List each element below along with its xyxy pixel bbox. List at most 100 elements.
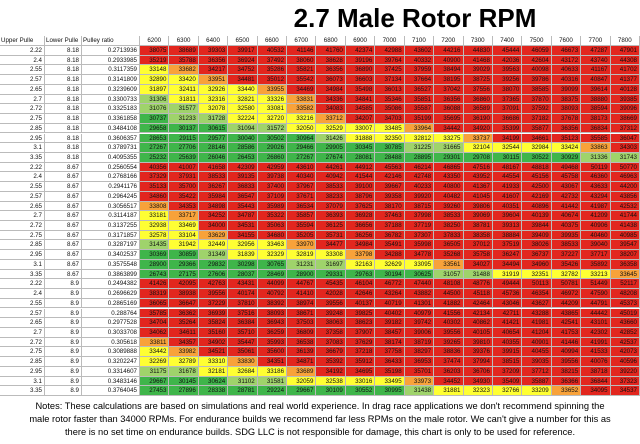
- rpm-cell: 30552: [345, 386, 376, 396]
- rpm-cell: 39265: [434, 337, 464, 348]
- rpm-cell: 31076: [140, 104, 170, 115]
- pulley-ratio: 0.3137255: [82, 221, 140, 231]
- rpm-cell: 36647: [169, 298, 199, 309]
- rpm-cell: 39040: [581, 240, 611, 251]
- rpm-cell: 39935: [551, 230, 582, 241]
- rpm-cell: 34984: [345, 240, 376, 251]
- rpm-cell: 34095: [581, 386, 611, 396]
- rpm-cell: 32351: [522, 269, 552, 280]
- rpm-cell: 37503: [287, 318, 317, 328]
- rpm-cell: 41882: [434, 298, 464, 309]
- rpm-cell: 42134: [463, 308, 493, 319]
- rpm-cell: 28488: [375, 152, 405, 163]
- rpm-cell: 42646: [345, 289, 376, 299]
- rpm-cell: 34585: [345, 104, 376, 115]
- rpm-header: 6300: [169, 36, 199, 46]
- rpm-cell: 26860: [257, 152, 288, 163]
- rpm-cell: 50113: [522, 279, 552, 290]
- upper-pulley: 2.75: [0, 114, 45, 124]
- rpm-cell: 41007: [169, 162, 199, 173]
- rpm-cell: 40098: [522, 65, 552, 76]
- rpm-cell: 33712: [316, 114, 346, 124]
- lower-pulley: 8.18: [45, 143, 82, 153]
- rpm-cell: 48208: [610, 289, 640, 299]
- rpm-cell: 40994: [551, 347, 582, 358]
- rpm-cell: 31102: [228, 376, 258, 387]
- rpm-cell: 43172: [551, 55, 582, 66]
- rpm-cell: 48818: [522, 162, 552, 173]
- rpm-cell: 34353: [169, 201, 199, 212]
- rpm-cell: 35785: [140, 308, 170, 319]
- rpm-cell: 38494: [434, 65, 464, 76]
- rpm-header: 7500: [522, 36, 552, 46]
- rpm-cell: 38358: [463, 230, 493, 241]
- rpm-cell: 29466: [287, 143, 317, 153]
- lower-pulley: 8.67: [45, 269, 82, 280]
- rpm-cell: 32956: [228, 240, 258, 251]
- rpm-cell: 43856: [610, 191, 640, 202]
- rpm-cell: 35447: [228, 337, 258, 348]
- rpm-cell: 33442: [140, 347, 170, 358]
- upper-pulley: 3.1: [0, 143, 45, 153]
- lower-pulley: 8.67: [45, 172, 82, 183]
- rpm-cell: 37678: [551, 114, 582, 124]
- rpm-cell: 35701: [404, 366, 435, 377]
- rpm-cell: 35198: [375, 366, 405, 377]
- rpm-cell: 33104: [169, 230, 199, 241]
- rpm-cell: 37312: [610, 123, 640, 134]
- rpm-cell: 33213: [581, 269, 611, 280]
- rpm-cell: 35695: [434, 114, 464, 124]
- rpm-cell: 32050: [287, 123, 317, 134]
- rpm-cell: 33808: [140, 201, 170, 212]
- rpm-cell: 42500: [522, 182, 552, 192]
- rpm-cell: 43046: [492, 298, 523, 309]
- rpm-cell: 46104: [345, 279, 376, 290]
- rpm-cell: 35219: [140, 55, 170, 66]
- lower-pulley: 8.9: [45, 279, 82, 290]
- rpm-cell: 43740: [581, 55, 611, 66]
- lower-pulley: 8.18: [45, 133, 82, 144]
- pulley-ratio: 0.3575548: [82, 259, 140, 270]
- rpm-cell: 35731: [316, 230, 346, 241]
- rpm-cell: 40674: [551, 211, 582, 221]
- rpm-cell: 37664: [404, 75, 435, 85]
- lower-pulley: 8.67: [45, 162, 82, 173]
- rpm-cell: 39069: [463, 211, 493, 221]
- rpm-cell: 44442: [581, 308, 611, 319]
- rpm-cell: 37592: [522, 104, 552, 115]
- rpm-cell: 41209: [581, 211, 611, 221]
- rpm-cell: 28900: [140, 259, 170, 270]
- upper-pulley: 2.75: [0, 230, 45, 241]
- rpm-cell: 34062: [140, 327, 170, 338]
- rpm-cell: 39385: [610, 94, 640, 105]
- rpm-cell: 37758: [375, 347, 405, 358]
- pulley-ratio: 0.288764: [82, 308, 140, 319]
- rpm-cell: 40302: [434, 318, 464, 328]
- rpm-cell: 36125: [316, 221, 346, 231]
- upper-pulley: 2.85: [0, 240, 45, 251]
- rpm-cell: 37329: [140, 172, 170, 183]
- rpm-cell: 35422: [169, 191, 199, 202]
- lower-pulley: 8.18: [45, 65, 82, 76]
- rpm-cell: 43952: [463, 172, 493, 183]
- rpm-cell: 31233: [169, 114, 199, 124]
- rpm-cell: 32316: [198, 94, 229, 105]
- rpm-cell: 32104: [463, 143, 493, 153]
- column-header: Upper Pulle: [0, 36, 45, 46]
- rpm-cell: 33148: [140, 65, 170, 76]
- upper-pulley: 2.85: [0, 123, 45, 134]
- rpm-cell: 42604: [522, 55, 552, 66]
- rpm-cell: 42748: [404, 172, 435, 183]
- rpm-cell: 37109: [257, 191, 288, 202]
- upper-pulley: 2.7: [0, 327, 45, 338]
- rpm-cell: 44216: [434, 46, 464, 56]
- rpm-cell: 42852: [610, 327, 640, 338]
- rpm-cell: 32578: [140, 230, 170, 241]
- note-line: there is no set time on endurance builds…: [64, 427, 576, 437]
- rpm-cell: 40906: [581, 221, 611, 231]
- rpm-cell: 33863: [581, 143, 611, 153]
- rpm-cell: 47516: [463, 162, 493, 173]
- upper-pulley: 2.85: [0, 357, 45, 367]
- rpm-cell: 33955: [257, 84, 288, 95]
- rpm-cell: 42732: [551, 191, 582, 202]
